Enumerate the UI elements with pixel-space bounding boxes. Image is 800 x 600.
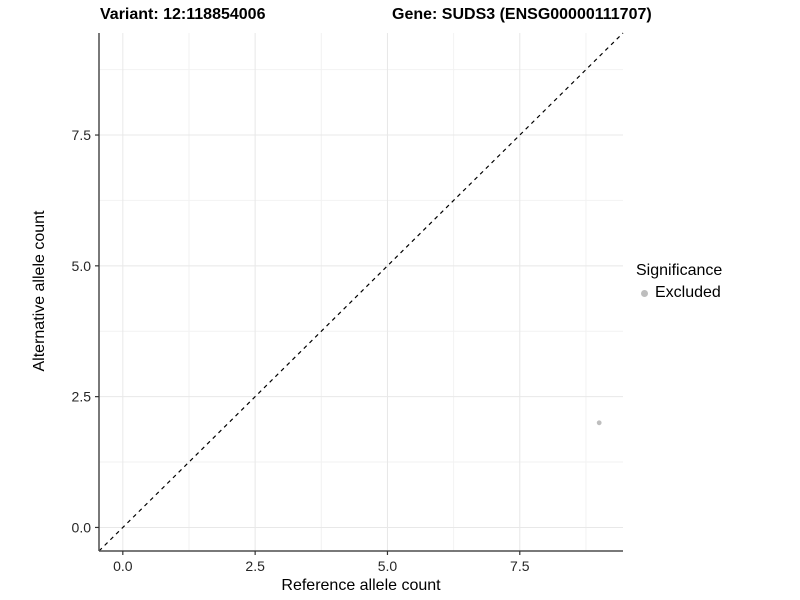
legend: Significance Excluded (636, 262, 722, 302)
svg-text:2.5: 2.5 (245, 558, 265, 574)
svg-text:5.0: 5.0 (378, 558, 398, 574)
legend-item-label: Excluded (655, 284, 721, 301)
x-axis-title: Reference allele count (281, 577, 441, 594)
svg-text:0.0: 0.0 (113, 558, 133, 574)
legend-title: Significance (636, 262, 723, 279)
plot-title-variant: Variant: 12:118854006 (100, 6, 266, 23)
svg-text:5.0: 5.0 (72, 258, 92, 274)
svg-text:2.5: 2.5 (72, 389, 92, 405)
svg-text:7.5: 7.5 (510, 558, 530, 574)
svg-text:0.0: 0.0 (72, 519, 92, 535)
legend-point-icon (641, 289, 648, 297)
y-axis-title: Alternative allele count (31, 210, 48, 372)
plot-title-gene: Gene: SUDS3 (ENSG00000111707) (392, 6, 652, 23)
legend-item-excluded: Excluded (636, 284, 722, 302)
svg-text:7.5: 7.5 (72, 127, 92, 143)
